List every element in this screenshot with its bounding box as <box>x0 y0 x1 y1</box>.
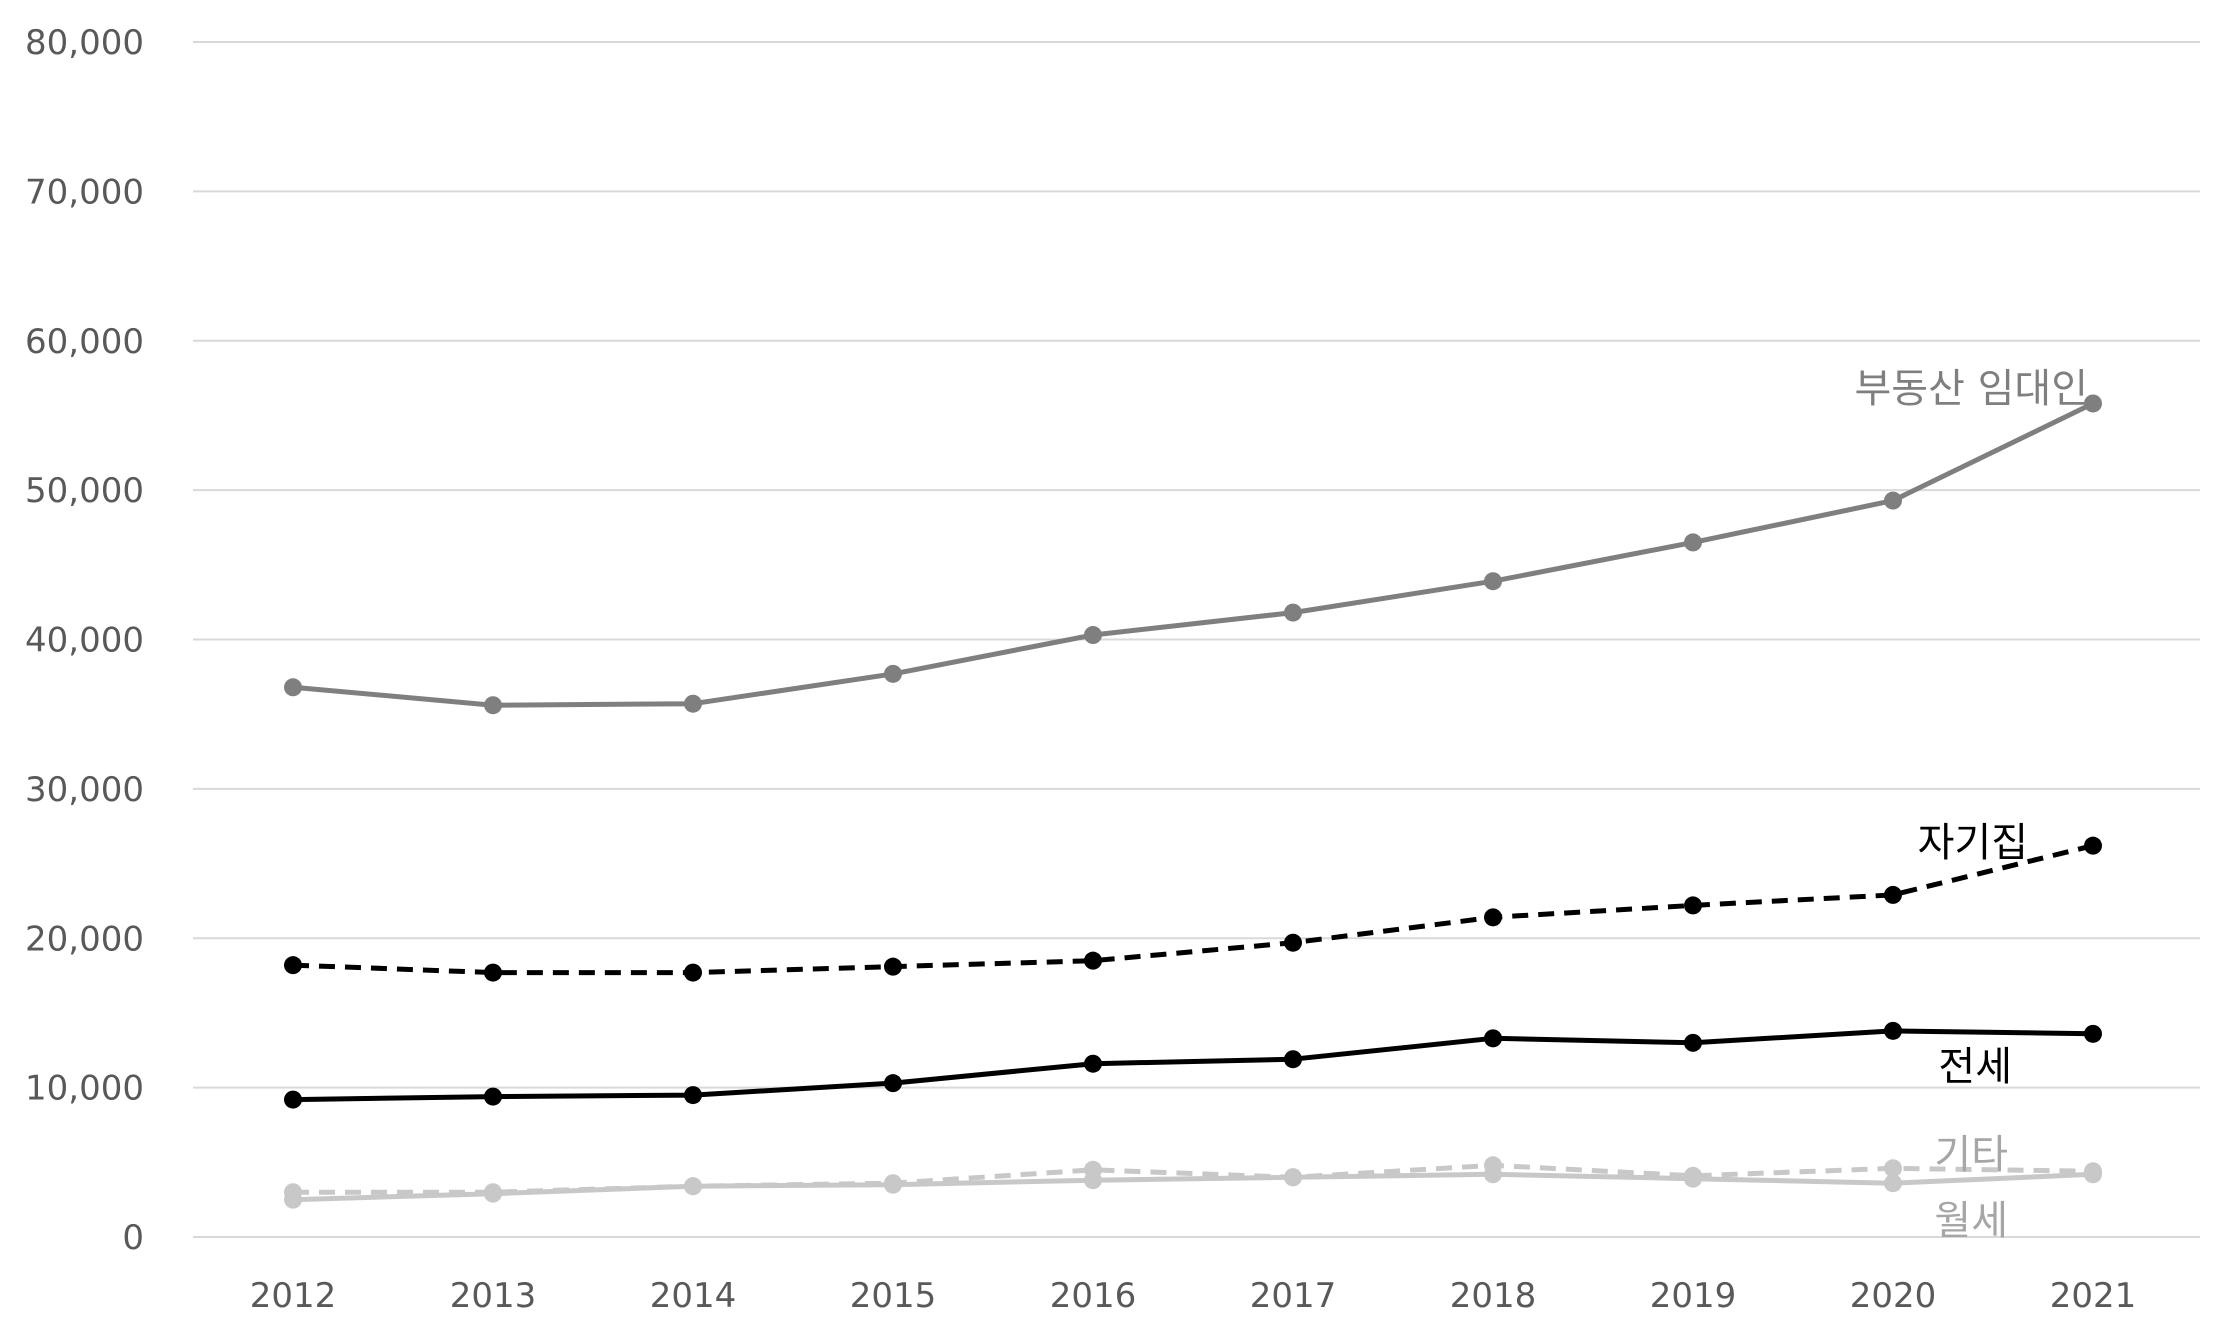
x-tick-label: 2019 <box>1650 1276 1737 1316</box>
data-point <box>1884 1174 1902 1193</box>
data-point <box>884 664 902 683</box>
data-point <box>484 963 502 982</box>
y-tick-label: 0 <box>122 1218 144 1258</box>
data-point <box>1884 1159 1902 1178</box>
data-point <box>1284 1168 1302 1187</box>
data-point <box>1884 885 1902 904</box>
data-point <box>1284 603 1302 622</box>
data-point <box>2084 1024 2102 1043</box>
data-point <box>484 1087 502 1106</box>
series-label: 부동산 임대인 <box>1854 366 2088 412</box>
series-label: 월세 <box>1934 1198 2008 1244</box>
data-point <box>684 694 702 713</box>
data-point <box>684 1177 702 1196</box>
data-point <box>1084 626 1102 645</box>
data-point <box>884 957 902 976</box>
data-point <box>1684 1033 1702 1052</box>
data-point <box>1484 1165 1502 1184</box>
y-tick-label: 30,000 <box>25 770 144 810</box>
x-axis: 2012 2013 2014 2015 2016 2017 2018 2019 2020 2021 <box>250 1276 2137 1316</box>
x-tick-label: 2020 <box>1850 1276 1937 1316</box>
y-tick-label: 50,000 <box>25 471 144 511</box>
series-line <box>292 1028 2094 1103</box>
series-label: 전세 <box>1938 1044 2012 1090</box>
data-point <box>1084 951 1102 970</box>
data-point <box>1484 908 1502 927</box>
data-point <box>1484 572 1502 591</box>
data-point <box>684 1086 702 1105</box>
x-tick-label: 2018 <box>1450 1276 1537 1316</box>
series-lines <box>292 401 2095 1203</box>
x-tick-label: 2015 <box>850 1276 937 1316</box>
data-point <box>684 963 702 982</box>
y-tick-label: 40,000 <box>25 621 144 661</box>
data-point <box>1484 1029 1502 1048</box>
data-point <box>1284 1050 1302 1069</box>
x-tick-label: 2013 <box>450 1276 537 1316</box>
data-point <box>484 696 502 715</box>
data-point <box>2084 836 2102 855</box>
data-point <box>284 678 302 697</box>
data-point <box>1684 896 1702 915</box>
data-point <box>1084 1054 1102 1073</box>
data-point <box>1284 933 1302 952</box>
series-line <box>292 843 2094 976</box>
data-point <box>484 1184 502 1203</box>
data-point <box>284 1190 302 1209</box>
data-point <box>2084 1165 2102 1184</box>
x-tick-label: 2016 <box>1050 1276 1137 1316</box>
data-point <box>884 1074 902 1093</box>
data-point <box>1884 1021 1902 1040</box>
data-point <box>284 956 302 975</box>
data-point <box>284 1090 302 1109</box>
x-tick-label: 2021 <box>2050 1276 2137 1316</box>
y-tick-label: 80,000 <box>25 23 144 63</box>
y-tick-label: 70,000 <box>25 172 144 212</box>
gridlines <box>193 41 2200 1238</box>
x-tick-label: 2012 <box>250 1276 337 1316</box>
series-line <box>292 1171 2094 1203</box>
x-tick-label: 2017 <box>1250 1276 1337 1316</box>
data-point <box>1084 1171 1102 1190</box>
y-tick-label: 20,000 <box>25 919 144 959</box>
x-tick-label: 2014 <box>650 1276 737 1316</box>
data-point <box>884 1175 902 1194</box>
y-tick-label: 10,000 <box>25 1069 144 1109</box>
series-label: 자기집 <box>1918 820 2028 866</box>
data-point <box>1884 491 1902 510</box>
data-point <box>1684 1169 1702 1188</box>
y-axis: 0 10,000 20,000 30,000 40,000 50,000 60,000 70,… <box>25 23 144 1258</box>
series-points <box>284 394 2102 1209</box>
series-line <box>292 401 2095 708</box>
data-point <box>1684 533 1702 552</box>
data-point <box>2084 394 2102 413</box>
series-label: 기타 <box>1934 1132 2008 1178</box>
y-tick-label: 60,000 <box>25 322 144 362</box>
